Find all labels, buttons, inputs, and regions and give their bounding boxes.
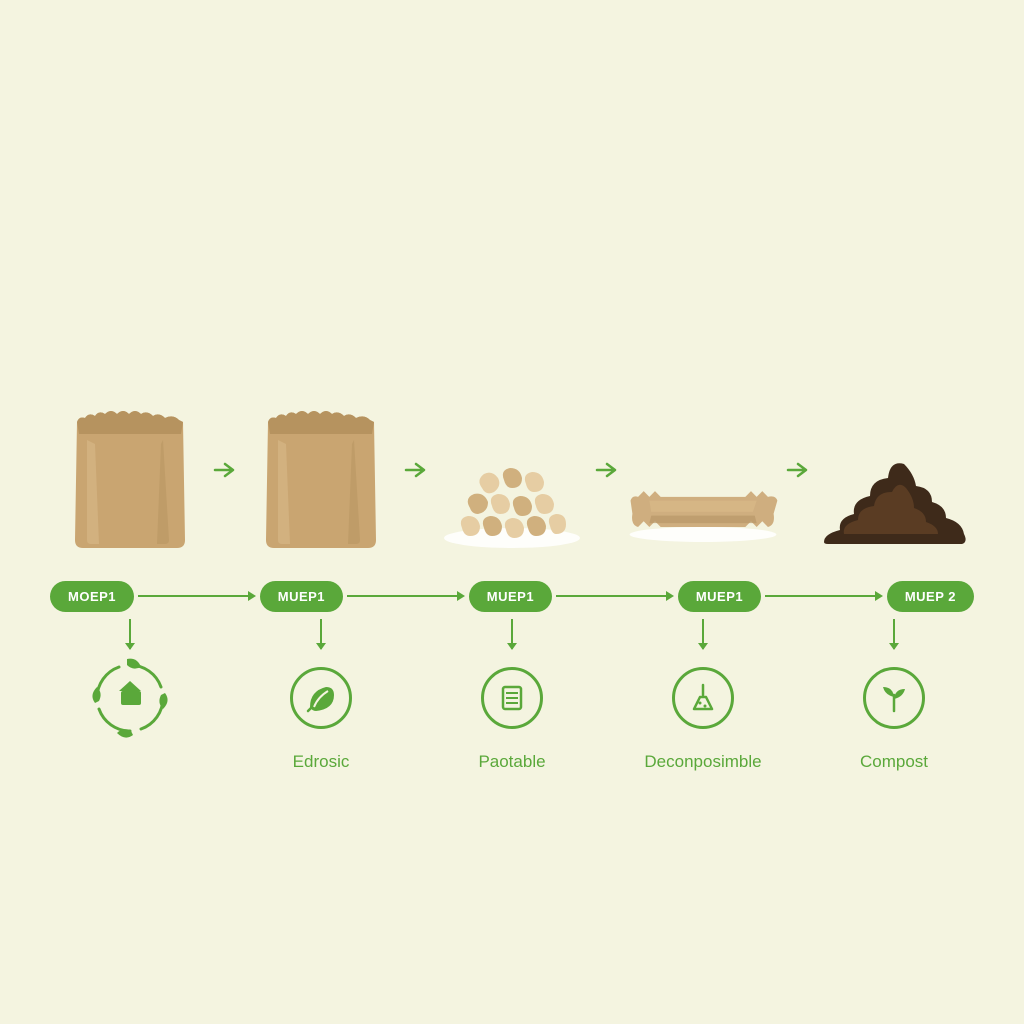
flat-wrapper-icon xyxy=(623,470,783,550)
paper-bag-icon xyxy=(256,400,386,550)
pill-connector-arrow xyxy=(138,595,256,597)
down-connector xyxy=(814,619,974,649)
stage-crumbs xyxy=(432,390,592,550)
connector-row xyxy=(0,614,1024,654)
stage-icon-cell xyxy=(241,667,401,729)
stage-pill: MUEP 2 xyxy=(887,581,974,612)
pill-connector-arrow xyxy=(765,595,883,597)
flow-arrow-icon xyxy=(402,390,432,550)
decomposition-flowchart: MOEP1 MUEP1 MUEP1 MUEP1 MUEP 2 xyxy=(0,390,1024,770)
stage-icon-cell xyxy=(623,667,783,729)
stage-soil xyxy=(814,390,974,550)
stage-icon-cell xyxy=(432,667,592,729)
down-connector xyxy=(623,619,783,649)
flow-arrow-icon xyxy=(784,390,814,550)
down-connector xyxy=(50,619,210,649)
recycle-leaves-icon xyxy=(85,653,175,743)
paper-bag-icon xyxy=(65,400,195,550)
illustration-row xyxy=(0,390,1024,550)
flow-arrow-icon xyxy=(593,390,623,550)
process-ring-icon xyxy=(672,667,734,729)
pill-row: MOEP1 MUEP1 MUEP1 MUEP1 MUEP 2 xyxy=(0,578,1024,614)
sprout-ring-icon xyxy=(863,667,925,729)
stage-label: Paotable xyxy=(432,752,592,772)
pill-connector-arrow xyxy=(347,595,465,597)
crumbled-pieces-icon xyxy=(432,450,592,550)
stage-pill: MUEP1 xyxy=(678,581,761,612)
down-connector xyxy=(241,619,401,649)
stage-label: Compost xyxy=(814,752,974,772)
stage-pill: MUEP1 xyxy=(469,581,552,612)
leaf-ring-icon xyxy=(290,667,352,729)
package-ring-icon xyxy=(481,667,543,729)
stage-label: Deconposimble xyxy=(623,752,783,772)
stage-pill: MUEP1 xyxy=(260,581,343,612)
flow-arrow-icon xyxy=(211,390,241,550)
stage-bag-1 xyxy=(50,390,210,550)
soil-pile-icon xyxy=(814,430,974,550)
label-row: Edrosic Paotable Deconposimble Compost xyxy=(0,750,1024,774)
stage-icon-cell xyxy=(814,667,974,729)
stage-pill: MOEP1 xyxy=(50,581,134,612)
icon-ring-row xyxy=(0,658,1024,738)
stage-wrapper xyxy=(623,390,783,550)
down-connector xyxy=(432,619,592,649)
stage-label: Edrosic xyxy=(241,752,401,772)
stage-icon-cell xyxy=(50,653,210,743)
pill-connector-arrow xyxy=(556,595,674,597)
stage-bag-2 xyxy=(241,390,401,550)
